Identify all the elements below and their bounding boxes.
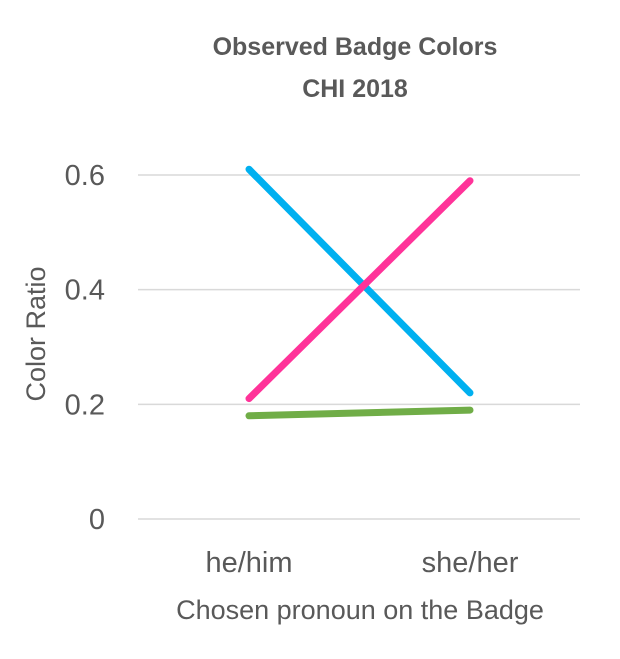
series-line-1	[245, 177, 474, 403]
y-axis-title: Color Ratio	[21, 266, 51, 401]
chart-title-line-1: Observed Badge Colors	[213, 33, 498, 61]
y-axis-tick-labels: 0 0.2 0.4 0.6	[65, 160, 105, 536]
chart-title-line-2: CHI 2018	[302, 75, 408, 103]
series-line-2	[245, 406, 474, 420]
y-tick-label-1: 0.2	[65, 389, 105, 421]
x-axis-tick-labels: he/him she/her	[205, 547, 518, 579]
x-axis-title: Chosen pronoun on the Badge	[176, 595, 544, 625]
x-tick-label-0: he/him	[205, 547, 292, 579]
series-line-0	[245, 165, 474, 397]
y-tick-label-3: 0.6	[65, 160, 105, 192]
series-lines	[245, 165, 474, 420]
gridlines	[138, 174, 580, 520]
y-tick-label-2: 0.4	[65, 275, 105, 307]
y-tick-label-0: 0	[89, 504, 105, 536]
x-tick-label-1: she/her	[422, 547, 519, 579]
